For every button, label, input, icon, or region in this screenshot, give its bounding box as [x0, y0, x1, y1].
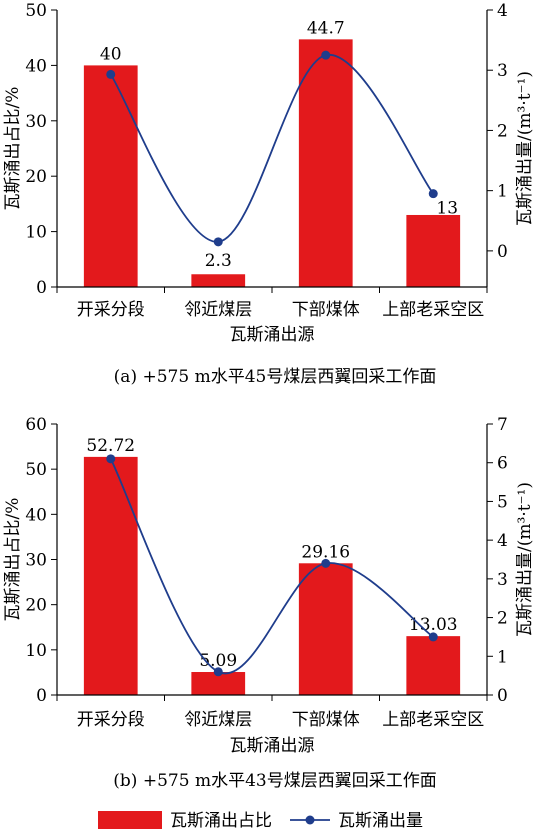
x-tick-label: 邻近煤层	[184, 300, 252, 320]
x-tick-label: 上部老采空区	[382, 300, 484, 320]
x-tick-label: 邻近煤层	[184, 710, 252, 730]
y2-tick-label: 1	[497, 182, 508, 202]
chart-panel-a: 40 2.3 44.7 13 0 10 20 30 40 50 0 1 2 3 4 开采分段 邻近煤层 下部煤体 上…	[3, 1, 535, 387]
panel-caption: (a) +575 m水平45号煤层西翼回采工作面	[114, 367, 437, 387]
y-tick-label: 40	[25, 505, 47, 525]
x-axis-title: 瓦斯涌出源	[230, 325, 315, 345]
bar	[298, 563, 353, 695]
legend: 瓦斯涌出占比 瓦斯涌出量	[98, 811, 423, 831]
y2-tick-label: 4	[497, 1, 508, 21]
data-label: 13.03	[409, 615, 458, 635]
x-tick-label: 下部煤体	[292, 300, 360, 320]
y-tick-label: 50	[25, 1, 47, 21]
y2-tick-label: 5	[497, 492, 508, 512]
line-point	[428, 189, 438, 199]
bar	[298, 39, 353, 287]
line-point	[213, 237, 223, 247]
legend-line-marker	[305, 815, 315, 825]
y-axis-title: 瓦斯涌出占比/%	[3, 87, 23, 211]
y2-tick-label: 0	[497, 686, 508, 706]
legend-bar-swatch	[98, 811, 162, 829]
x-tick-label: 下部煤体	[292, 710, 360, 730]
y2-axis-title: 瓦斯涌出量/(m³·t⁻¹)	[515, 71, 535, 226]
y-tick-label: 0	[36, 686, 47, 706]
y2-tick-label: 7	[497, 415, 508, 435]
y-tick-label: 30	[25, 551, 47, 571]
y2-axis-title: 瓦斯涌出量/(m³·t⁻¹)	[515, 482, 535, 637]
y2-tick-label: 3	[497, 570, 508, 590]
y-tick-label: 20	[25, 167, 47, 187]
line-point	[321, 558, 331, 568]
y-tick-label: 20	[25, 596, 47, 616]
y2-tick-label: 6	[497, 454, 508, 474]
data-label: 2.3	[205, 251, 232, 271]
data-label: 40	[100, 44, 122, 64]
line-point	[106, 454, 116, 464]
y-tick-label: 50	[25, 460, 47, 480]
x-axis-title: 瓦斯涌出源	[230, 736, 315, 756]
line-point	[428, 632, 438, 642]
y-tick-label: 10	[25, 223, 47, 243]
x-tick-label: 上部老采空区	[382, 710, 484, 730]
y2-tick-label: 2	[497, 609, 508, 629]
data-label: 5.09	[199, 651, 237, 671]
y2-tick-label: 0	[497, 242, 508, 262]
line-point	[106, 69, 116, 79]
y2-tick-label: 3	[497, 61, 508, 81]
line-point	[321, 50, 331, 60]
bar	[406, 214, 461, 287]
chart-panel-b: 52.72 5.09 29.16 13.03 0 10 20 30 40 50 60 0 1 2 3 4 5 6 7…	[3, 415, 535, 791]
x-tick-label: 开采分段	[77, 710, 145, 730]
legend-line-label: 瓦斯涌出量	[338, 811, 423, 831]
y-tick-label: 40	[25, 56, 47, 76]
data-label: 44.7	[307, 18, 345, 38]
legend-bar-label: 瓦斯涌出占比	[170, 811, 272, 831]
bar	[191, 274, 246, 287]
data-label: 52.72	[86, 436, 135, 456]
y2-tick-label: 1	[497, 647, 508, 667]
y-tick-label: 60	[25, 415, 47, 435]
bar	[191, 672, 246, 695]
bar	[83, 65, 138, 288]
data-label: 13	[436, 199, 458, 219]
data-label: 29.16	[301, 542, 350, 562]
series-line	[109, 54, 434, 243]
y-tick-label: 0	[36, 278, 47, 298]
line-point	[213, 667, 223, 677]
y-axis-title: 瓦斯涌出占比/%	[3, 498, 23, 622]
panel-caption: (b) +575 m水平43号煤层西翼回采工作面	[113, 771, 436, 791]
y2-tick-label: 2	[497, 121, 508, 141]
y-tick-label: 10	[25, 641, 47, 661]
y2-tick-label: 4	[497, 531, 508, 551]
series-line	[109, 458, 434, 675]
bar	[406, 636, 461, 695]
x-tick-label: 开采分段	[77, 300, 145, 320]
y-tick-label: 30	[25, 112, 47, 132]
bar	[83, 456, 138, 695]
